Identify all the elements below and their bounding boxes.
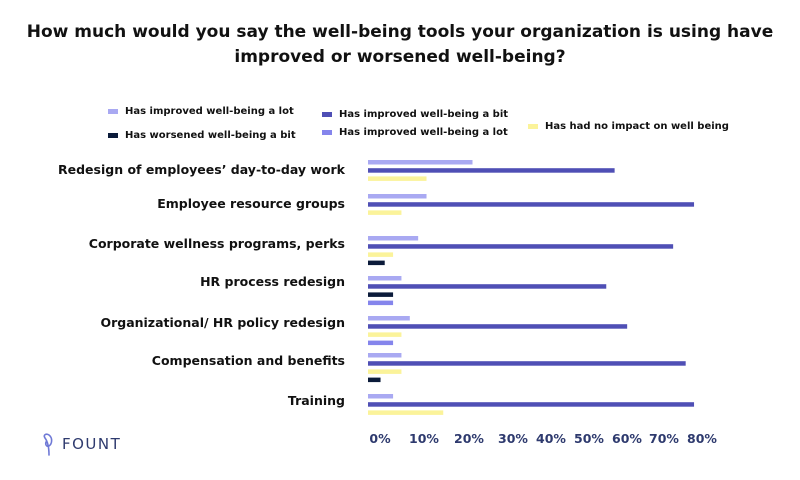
x-tick-label: 20% [454, 431, 484, 446]
bar [368, 194, 427, 199]
category-label: Corporate wellness programs, perks [88, 236, 345, 251]
legend-label: Has improved well-being a lot [125, 106, 294, 117]
bar [368, 340, 394, 346]
legend-swatch [322, 112, 332, 117]
bar [368, 324, 628, 329]
bar [368, 236, 419, 241]
x-tick-label: 50% [574, 431, 604, 446]
bar [368, 332, 402, 337]
category-label: Compensation and benefits [151, 353, 345, 368]
bar [368, 252, 394, 257]
legend-label: Has improved well-being a lot [339, 127, 508, 138]
category-label: HR process redesign [200, 274, 345, 289]
bar [368, 394, 394, 399]
x-tick-label: 70% [649, 431, 679, 446]
chart-title: How much would you say the well-being to… [26, 22, 774, 67]
bar [368, 284, 607, 289]
category-label: Employee resource groups [157, 196, 345, 211]
bar [368, 369, 402, 374]
x-tick-label: 10% [409, 431, 439, 446]
legend-item-no-impact: Has had no impact on well being [528, 121, 729, 132]
legend-swatch [108, 109, 118, 114]
category-label: Training [287, 393, 345, 408]
bar [368, 316, 410, 321]
bar [368, 260, 385, 266]
category-label: Redesign of employees’ day-to-day work [58, 162, 345, 177]
bar [368, 160, 473, 165]
x-tick-label: 0% [369, 431, 391, 446]
logo-text: FOUNT [62, 435, 122, 453]
bar [368, 377, 381, 383]
bar [368, 244, 674, 249]
bar [368, 202, 695, 207]
x-tick-label: 60% [612, 431, 642, 446]
legend-item-improved-lot: Has improved well-being a lot [108, 106, 294, 117]
bar [368, 410, 444, 415]
x-tick-label: 40% [536, 431, 566, 446]
bar [368, 292, 394, 297]
legend-item-worsened-bit: Has worsened well-being a bit [108, 130, 296, 141]
bar [368, 300, 394, 306]
bar [368, 176, 427, 181]
fount-logo: FOUNT [40, 432, 121, 456]
x-tick-label: 30% [498, 431, 528, 446]
bar [368, 353, 402, 358]
bar [368, 361, 686, 366]
bar [368, 276, 402, 281]
legend-label: Has improved well-being a bit [339, 109, 509, 120]
legend-swatch [322, 130, 332, 135]
legend-swatch [108, 133, 118, 138]
bar [368, 402, 695, 407]
legend-label: Has worsened well-being a bit [125, 130, 296, 141]
legend-swatch [528, 124, 538, 129]
category-label: Organizational/ HR policy redesign [100, 315, 345, 330]
legend-item-improved-bit: Has improved well-being a bit [322, 109, 508, 120]
fount-logo-icon [43, 433, 53, 456]
legend-item-improved-lot-2: Has improved well-being a lot [322, 127, 508, 138]
bar [368, 210, 402, 215]
legend-label: Has had no impact on well being [545, 121, 729, 132]
x-tick-label: 80% [687, 431, 717, 446]
bar [368, 168, 615, 173]
